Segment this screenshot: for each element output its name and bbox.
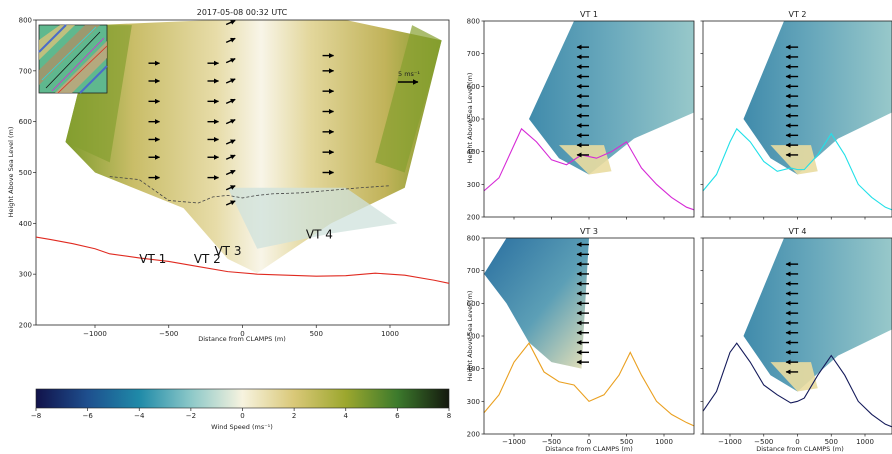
panel-title: VT 2 (789, 10, 807, 19)
xtick-label: −1000 (718, 438, 742, 446)
colorbar-tick-label: 4 (344, 412, 349, 420)
main-ytick-label: 700 (19, 67, 32, 75)
xtick-label: −500 (542, 438, 561, 446)
xtick-label: 500 (825, 438, 838, 446)
panel-vt2: VT 2 (700, 10, 892, 220)
vt-label: VT 4 (306, 228, 333, 242)
wind-vector (225, 169, 236, 176)
colorbar-label: Wind Speed (ms⁻¹) (211, 423, 273, 431)
small-panels: VT 1 200 300 400 500 600 700 800 VT 2 VT 3 200 300 4… (467, 10, 892, 446)
xtick-label: 1000 (655, 438, 673, 446)
wind-vector (225, 139, 236, 145)
inset-map (38, 24, 108, 94)
terrain-line (483, 127, 695, 211)
wind-vector (225, 58, 236, 64)
terrain-line (702, 127, 892, 211)
vt-annotations: VT 1 VT 2VT 3 VT 4 (139, 228, 333, 266)
colorbar-tick-label: −2 (186, 412, 196, 420)
main-ylabel: Height Above Sea Level (m) (7, 127, 15, 218)
xtick-label: 500 (620, 438, 633, 446)
colorbar-tick-label: 8 (447, 412, 451, 420)
xtick-label: −1000 (502, 438, 526, 446)
main-ytick-label: 500 (19, 169, 32, 177)
xtick-label: 1000 (856, 438, 874, 446)
wind-vector (225, 37, 236, 43)
terrain-line (35, 236, 450, 284)
panel-title: VT 4 (789, 227, 807, 236)
main-xtick-label: 1000 (381, 330, 399, 338)
panel-vt4: VT 4 −1000 −500 0 500 1000 (700, 227, 892, 446)
vt3-ylabel: Height Above Sea Level (m) (466, 291, 474, 382)
colorbar-bar (35, 388, 450, 409)
wind-field (484, 238, 589, 369)
ytick-label: 200 (467, 214, 480, 222)
vt4-xlabel: Distance from CLAMPS (m) (756, 445, 844, 453)
ytick-label: 600 (467, 83, 480, 91)
panel-title: VT 3 (580, 227, 598, 236)
ytick-label: 400 (467, 365, 480, 373)
ytick-label: 300 (467, 181, 480, 189)
colorbar-tick-label: 6 (395, 412, 400, 420)
main-title: 2017-05-08 00:32 UTC (197, 8, 288, 17)
main-ytick-label: 300 (19, 271, 32, 279)
panel-title: VT 1 (580, 10, 598, 19)
colorbar: −8 −6 −4 −2 0 2 4 6 8 Wind Speed (ms⁻¹) (31, 388, 451, 431)
xtick-label: 0 (795, 438, 799, 446)
panel-vt1: VT 1 200 300 400 500 600 700 800 (467, 10, 695, 222)
ytick-label: 300 (467, 398, 480, 406)
vt1-ylabel: Height Above Sea Level (m) (466, 73, 474, 164)
main-xtick-label: 0 (240, 330, 244, 338)
colorbar-tick-label: −4 (134, 412, 145, 420)
ytick-label: 800 (467, 235, 480, 243)
vt-label: VT 3 (214, 244, 241, 258)
main-xlabel: Distance from CLAMPS (m) (198, 335, 286, 343)
wind-field (743, 238, 892, 392)
panel-vt3: VT 3 200 300 400 500 600 700 800 −1000 −500 0 500 10… (467, 227, 695, 446)
ytick-label: 500 (467, 116, 480, 124)
ytick-label: 400 (467, 148, 480, 156)
vt-label: VT 1 (139, 252, 166, 266)
teal-patch (227, 187, 398, 249)
main-plot-layer: −1000 −500 0 500 1000 200 300 400 500 600 700 800 (19, 17, 450, 338)
main-ytick-label: 800 (19, 17, 32, 25)
ytick-label: 700 (467, 267, 480, 275)
colorbar-tick-label: 0 (240, 412, 244, 420)
wind-vector (225, 98, 236, 104)
main-ytick-label: 200 (19, 322, 32, 330)
terrain-line (702, 342, 892, 428)
terrain-line (483, 342, 695, 427)
main-heatmap (36, 20, 449, 325)
vt-label: VT 2 (194, 252, 221, 266)
ytick-label: 700 (467, 50, 480, 58)
main-xtick-label: −500 (159, 330, 178, 338)
wind-vector (225, 119, 236, 125)
wind-vector (225, 200, 236, 206)
wind-vector (225, 154, 236, 160)
colorbar-tick-label: −6 (82, 412, 93, 420)
main-panel: 2017-05-08 00:32 UTC −1000 −500 0 500 1000 20… (7, 8, 450, 343)
wind-field (743, 21, 892, 175)
colorbar-ticks: −8 −6 −4 −2 0 2 4 6 8 (31, 408, 451, 420)
vt3-xlabel: Distance from CLAMPS (m) (545, 445, 633, 453)
main-xtick-label: 500 (310, 330, 323, 338)
ytick-label: 800 (467, 18, 480, 26)
ytick-label: 600 (467, 300, 480, 308)
reference-arrow-label: 5 ms⁻¹ (398, 70, 420, 78)
ytick-label: 200 (467, 431, 480, 439)
main-ytick-label: 400 (19, 220, 32, 228)
wind-vector (225, 185, 236, 191)
main-ytick-label: 600 (19, 118, 32, 126)
wind-vector (225, 78, 236, 84)
xtick-label: −500 (754, 438, 773, 446)
main-xtick-label: −1000 (83, 330, 107, 338)
colorbar-tick-label: −8 (31, 412, 41, 420)
wind-vector (225, 19, 236, 26)
dashed-line (109, 176, 391, 204)
ytick-label: 500 (467, 333, 480, 341)
wind-field (529, 21, 694, 175)
colorbar-tick-label: 2 (292, 412, 296, 420)
xtick-label: 0 (587, 438, 591, 446)
